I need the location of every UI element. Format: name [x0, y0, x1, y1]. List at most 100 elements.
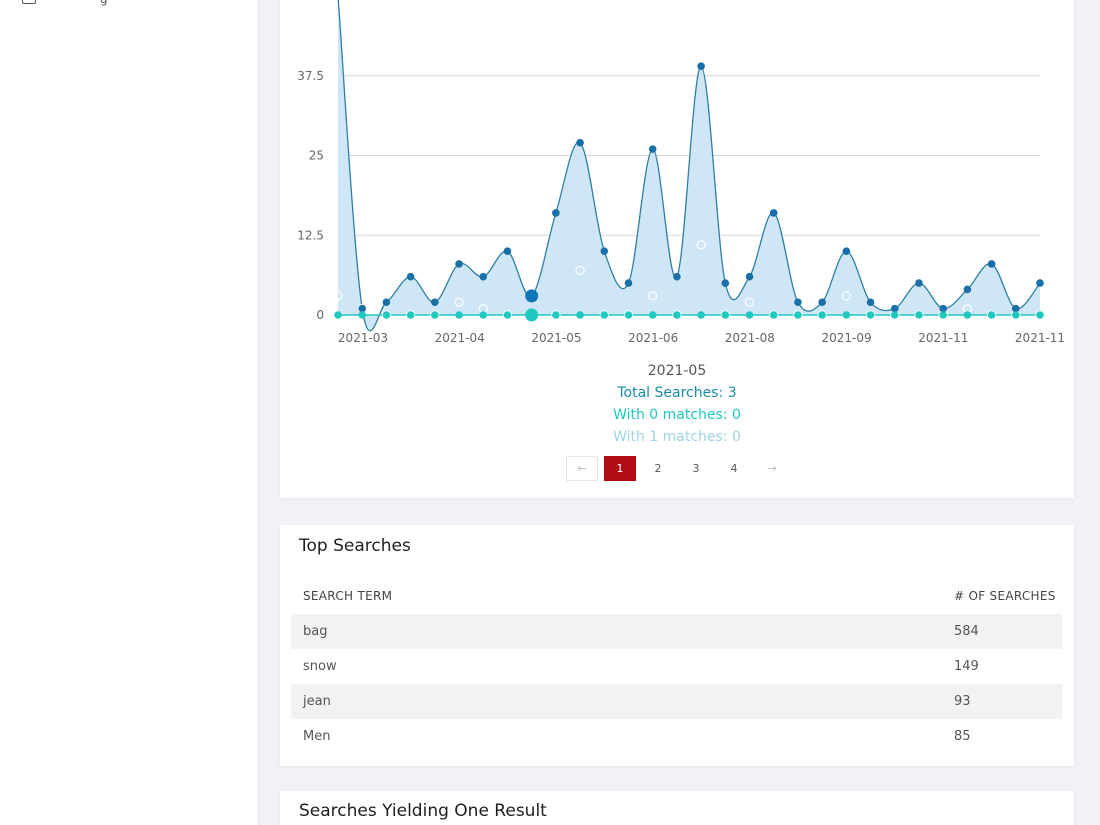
page-1-button[interactable]: 1	[604, 456, 636, 481]
top-searches-title: Top Searches	[299, 536, 411, 556]
zero-matches-point	[697, 311, 705, 319]
zero-matches-point	[745, 311, 754, 319]
zero-matches-point	[552, 311, 560, 319]
table-header: SEARCH TERM # OF SEARCHES	[291, 578, 1062, 614]
x-tick-label: 2021-11	[918, 331, 968, 345]
one-result-title: Searches Yielding One Result	[299, 801, 547, 821]
total-searches-point	[794, 298, 802, 307]
tooltip-one-matches: With 1 matches: 0	[613, 429, 741, 445]
zero-matches-point	[866, 311, 875, 319]
zero-matches-point	[939, 311, 947, 319]
zero-matches-point	[648, 311, 657, 319]
chart-pagination: ← 1 2 3 4 →	[566, 456, 788, 481]
zero-matches-point	[673, 311, 681, 319]
table-row[interactable]: snow 149	[291, 649, 1062, 684]
total-searches-point	[818, 298, 826, 307]
sidebar: g	[0, 0, 259, 825]
zero-matches-point	[479, 311, 488, 319]
x-tick-label: 2021-06	[628, 331, 678, 345]
y-tick-label: 50	[309, 0, 324, 3]
search-count-cell: 584	[954, 624, 979, 639]
zero-matches-point	[769, 311, 778, 319]
one-match-point	[381, 310, 392, 320]
table-row[interactable]: bag 584	[291, 614, 1062, 649]
total-searches-point	[769, 209, 778, 217]
zero-matches-point	[406, 311, 415, 319]
total-searches-point	[939, 304, 947, 313]
sidebar-item-label[interactable]: g	[100, 0, 108, 6]
one-match-point	[793, 310, 803, 320]
zero-matches-point	[890, 311, 899, 319]
y-tick-label: 37.5	[297, 69, 324, 83]
search-count-cell: 149	[954, 659, 979, 674]
one-match-point	[720, 310, 730, 320]
zero-matches-point	[1011, 311, 1020, 319]
one-match-point	[551, 310, 561, 320]
x-tick-label: 2021-03	[338, 331, 388, 345]
table-row[interactable]: jean 93	[291, 684, 1062, 719]
x-tick-label: 2021-08	[725, 331, 775, 345]
one-match-point	[841, 291, 851, 301]
one-match-point	[986, 310, 997, 320]
one-match-point	[914, 310, 924, 320]
page-4-button[interactable]: 4	[730, 462, 738, 475]
y-tick-label: 12.5	[297, 228, 324, 242]
total-searches-point	[673, 272, 681, 281]
zero-matches-point	[455, 311, 463, 319]
next-page-button[interactable]: →	[756, 456, 788, 481]
chart-y-axis: 0 12.5 25 37.5 50	[297, 0, 324, 322]
zero-matches-point	[358, 311, 367, 319]
tooltip-date: 2021-05	[647, 363, 707, 379]
total-searches-point	[963, 285, 972, 294]
one-result-card: Searches Yielding One Result	[280, 791, 1074, 825]
zero-matches-point	[721, 311, 730, 319]
x-tick-label: 2021-09	[822, 331, 872, 345]
tooltip-total-searches: Total Searches: 3	[617, 385, 737, 401]
zero-matches-point	[794, 311, 802, 319]
column-search-count[interactable]: # OF SEARCHES	[954, 589, 1056, 603]
zero-matches-point	[525, 308, 539, 322]
one-match-point	[672, 310, 682, 320]
one-match-point	[333, 291, 343, 301]
search-chart-card	[280, 0, 1074, 498]
zero-matches-point	[503, 311, 512, 319]
page-3-button[interactable]: 3	[692, 462, 700, 475]
search-count-cell: 93	[954, 694, 971, 709]
total-searches-point	[987, 260, 996, 268]
total-searches-point	[915, 279, 923, 287]
total-searches-point	[1036, 279, 1044, 287]
zero-matches-point	[624, 311, 633, 319]
prev-page-button[interactable]: ←	[566, 456, 598, 481]
x-tick-label: 2021-05	[531, 331, 581, 345]
total-searches-area	[338, 0, 1040, 331]
total-searches-point	[406, 272, 415, 281]
x-tick-label: 2021-11	[1015, 331, 1065, 345]
one-match-point	[648, 291, 658, 301]
zero-matches-points	[334, 308, 1044, 322]
one-match-point	[575, 265, 585, 275]
total-searches-point	[1011, 304, 1020, 313]
y-tick-label: 0	[316, 308, 324, 322]
chart-x-axis: 2021-03 2021-04 2021-05 2021-06 2021-08 2021-…	[338, 331, 1065, 345]
one-match-point	[623, 310, 634, 320]
page-2-button[interactable]: 2	[654, 462, 662, 475]
search-count-cell: 85	[954, 729, 971, 744]
total-searches-point	[479, 272, 488, 281]
one-match-point	[769, 310, 779, 320]
zero-matches-point	[818, 311, 826, 319]
one-match-point	[405, 310, 416, 320]
table-row[interactable]: Men 85	[291, 719, 1062, 754]
search-term-cell: snow	[303, 659, 337, 674]
total-searches-point	[455, 260, 463, 268]
one-match-point	[1035, 310, 1045, 320]
zero-matches-point	[334, 311, 342, 319]
zero-matches-point	[915, 311, 923, 319]
one-match-point	[696, 240, 706, 250]
zero-matches-point	[431, 311, 439, 319]
zero-matches-point	[382, 311, 391, 319]
zero-matches-point	[576, 311, 584, 319]
y-tick-label: 25	[309, 149, 324, 163]
column-search-term[interactable]: SEARCH TERM	[303, 589, 393, 603]
tooltip-zero-matches: With 0 matches: 0	[613, 407, 741, 423]
total-searches-point	[525, 289, 539, 303]
